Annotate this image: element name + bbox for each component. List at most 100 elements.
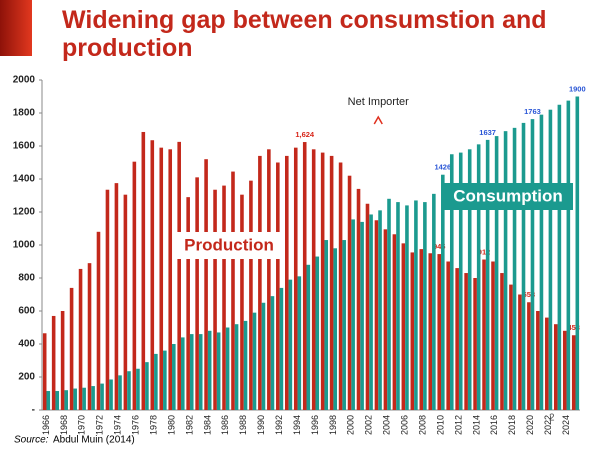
bar	[383, 229, 388, 410]
x-tick-label: 2014	[471, 415, 481, 435]
bar	[64, 390, 69, 410]
x-tick-label: 1970	[77, 415, 87, 435]
bar	[476, 144, 481, 410]
bar	[288, 279, 293, 410]
x-tick-label: 1994	[292, 415, 302, 435]
bar	[109, 379, 113, 410]
bar	[105, 189, 110, 410]
x-tick-label: 2002	[364, 415, 374, 435]
x-tick-label: 2020	[525, 415, 535, 435]
x-tick-label: 1992	[274, 415, 284, 435]
bar	[320, 152, 325, 410]
bar	[69, 287, 74, 410]
bar	[306, 264, 311, 410]
bar	[154, 353, 158, 410]
bar	[100, 383, 104, 410]
bar	[566, 100, 571, 410]
bar	[150, 140, 155, 410]
series-label: Production	[184, 235, 274, 254]
bar	[396, 202, 400, 410]
bar	[482, 259, 486, 410]
bar	[473, 278, 477, 410]
y-tick-label: 1200	[13, 207, 36, 218]
x-tick-label: 2010	[435, 415, 445, 435]
bar	[356, 188, 361, 410]
bar	[441, 174, 445, 410]
bar	[518, 294, 522, 410]
bar	[464, 273, 468, 410]
bar	[423, 202, 427, 410]
x-tick-label: 1988	[238, 415, 248, 435]
x-tick-label: 2016	[489, 415, 499, 435]
bar	[231, 171, 235, 410]
y-tick-label: 1400	[13, 174, 36, 185]
x-tick-label: 1968	[59, 415, 69, 435]
bar	[78, 268, 83, 410]
bar	[455, 268, 459, 410]
x-tick-label: 1972	[95, 415, 105, 435]
x-tick-label: 2006	[400, 415, 410, 435]
bar	[351, 219, 355, 410]
bar	[267, 149, 271, 411]
x-tick-label: 1976	[131, 415, 141, 435]
bar	[270, 296, 275, 410]
x-tick-label: 2000	[346, 415, 356, 435]
bar	[207, 330, 212, 410]
bar	[553, 324, 558, 410]
value-label: 453	[567, 323, 580, 332]
value-label: 1637	[479, 128, 496, 137]
bar	[96, 231, 101, 410]
bar	[159, 147, 164, 410]
bar	[51, 315, 56, 410]
series-label-box	[175, 232, 283, 259]
bar	[311, 149, 316, 411]
bar	[225, 327, 230, 410]
bar	[509, 284, 513, 410]
value-label: 1426	[434, 163, 451, 172]
slide-number: 2	[549, 413, 555, 424]
bar	[342, 240, 346, 410]
value-label: 945	[433, 242, 446, 251]
bar	[168, 149, 173, 411]
series-label-box	[443, 183, 573, 210]
bar	[136, 368, 140, 410]
bar	[458, 152, 463, 410]
x-tick-label: 1982	[184, 415, 194, 435]
value-label: 1900	[569, 84, 586, 93]
x-tick-label: 1986	[220, 415, 230, 435]
bar	[118, 375, 122, 410]
chart-title: Widening gap between consumstion and	[62, 6, 547, 34]
bar	[213, 189, 217, 410]
bar	[198, 334, 203, 410]
bar	[527, 302, 531, 410]
bar	[401, 243, 406, 410]
x-tick-label: 2018	[507, 415, 517, 435]
bar	[315, 256, 320, 410]
bar	[240, 194, 244, 410]
x-tick-label: 1984	[202, 415, 212, 435]
bar	[392, 234, 397, 410]
bar	[163, 350, 167, 410]
x-tick-label: 1978	[148, 415, 158, 435]
y-tick-label: 1000	[13, 240, 36, 251]
value-label: 653	[523, 290, 536, 299]
bar	[414, 200, 418, 410]
bar	[180, 337, 185, 410]
bar	[276, 162, 280, 410]
annotation-arrow	[373, 115, 383, 125]
bar	[530, 119, 535, 410]
y-tick-label: 2000	[13, 75, 36, 86]
y-tick-label: 600	[18, 306, 35, 317]
bar	[145, 362, 149, 410]
bar	[204, 159, 208, 410]
bar	[195, 177, 199, 410]
bar	[449, 154, 454, 410]
bar	[432, 193, 436, 410]
bar	[329, 155, 334, 410]
bar	[557, 104, 562, 410]
annotation: Net Importer	[348, 96, 409, 108]
series-label: Consumption	[453, 186, 563, 205]
bar	[82, 387, 86, 410]
bar	[123, 194, 128, 410]
bar	[189, 334, 194, 410]
